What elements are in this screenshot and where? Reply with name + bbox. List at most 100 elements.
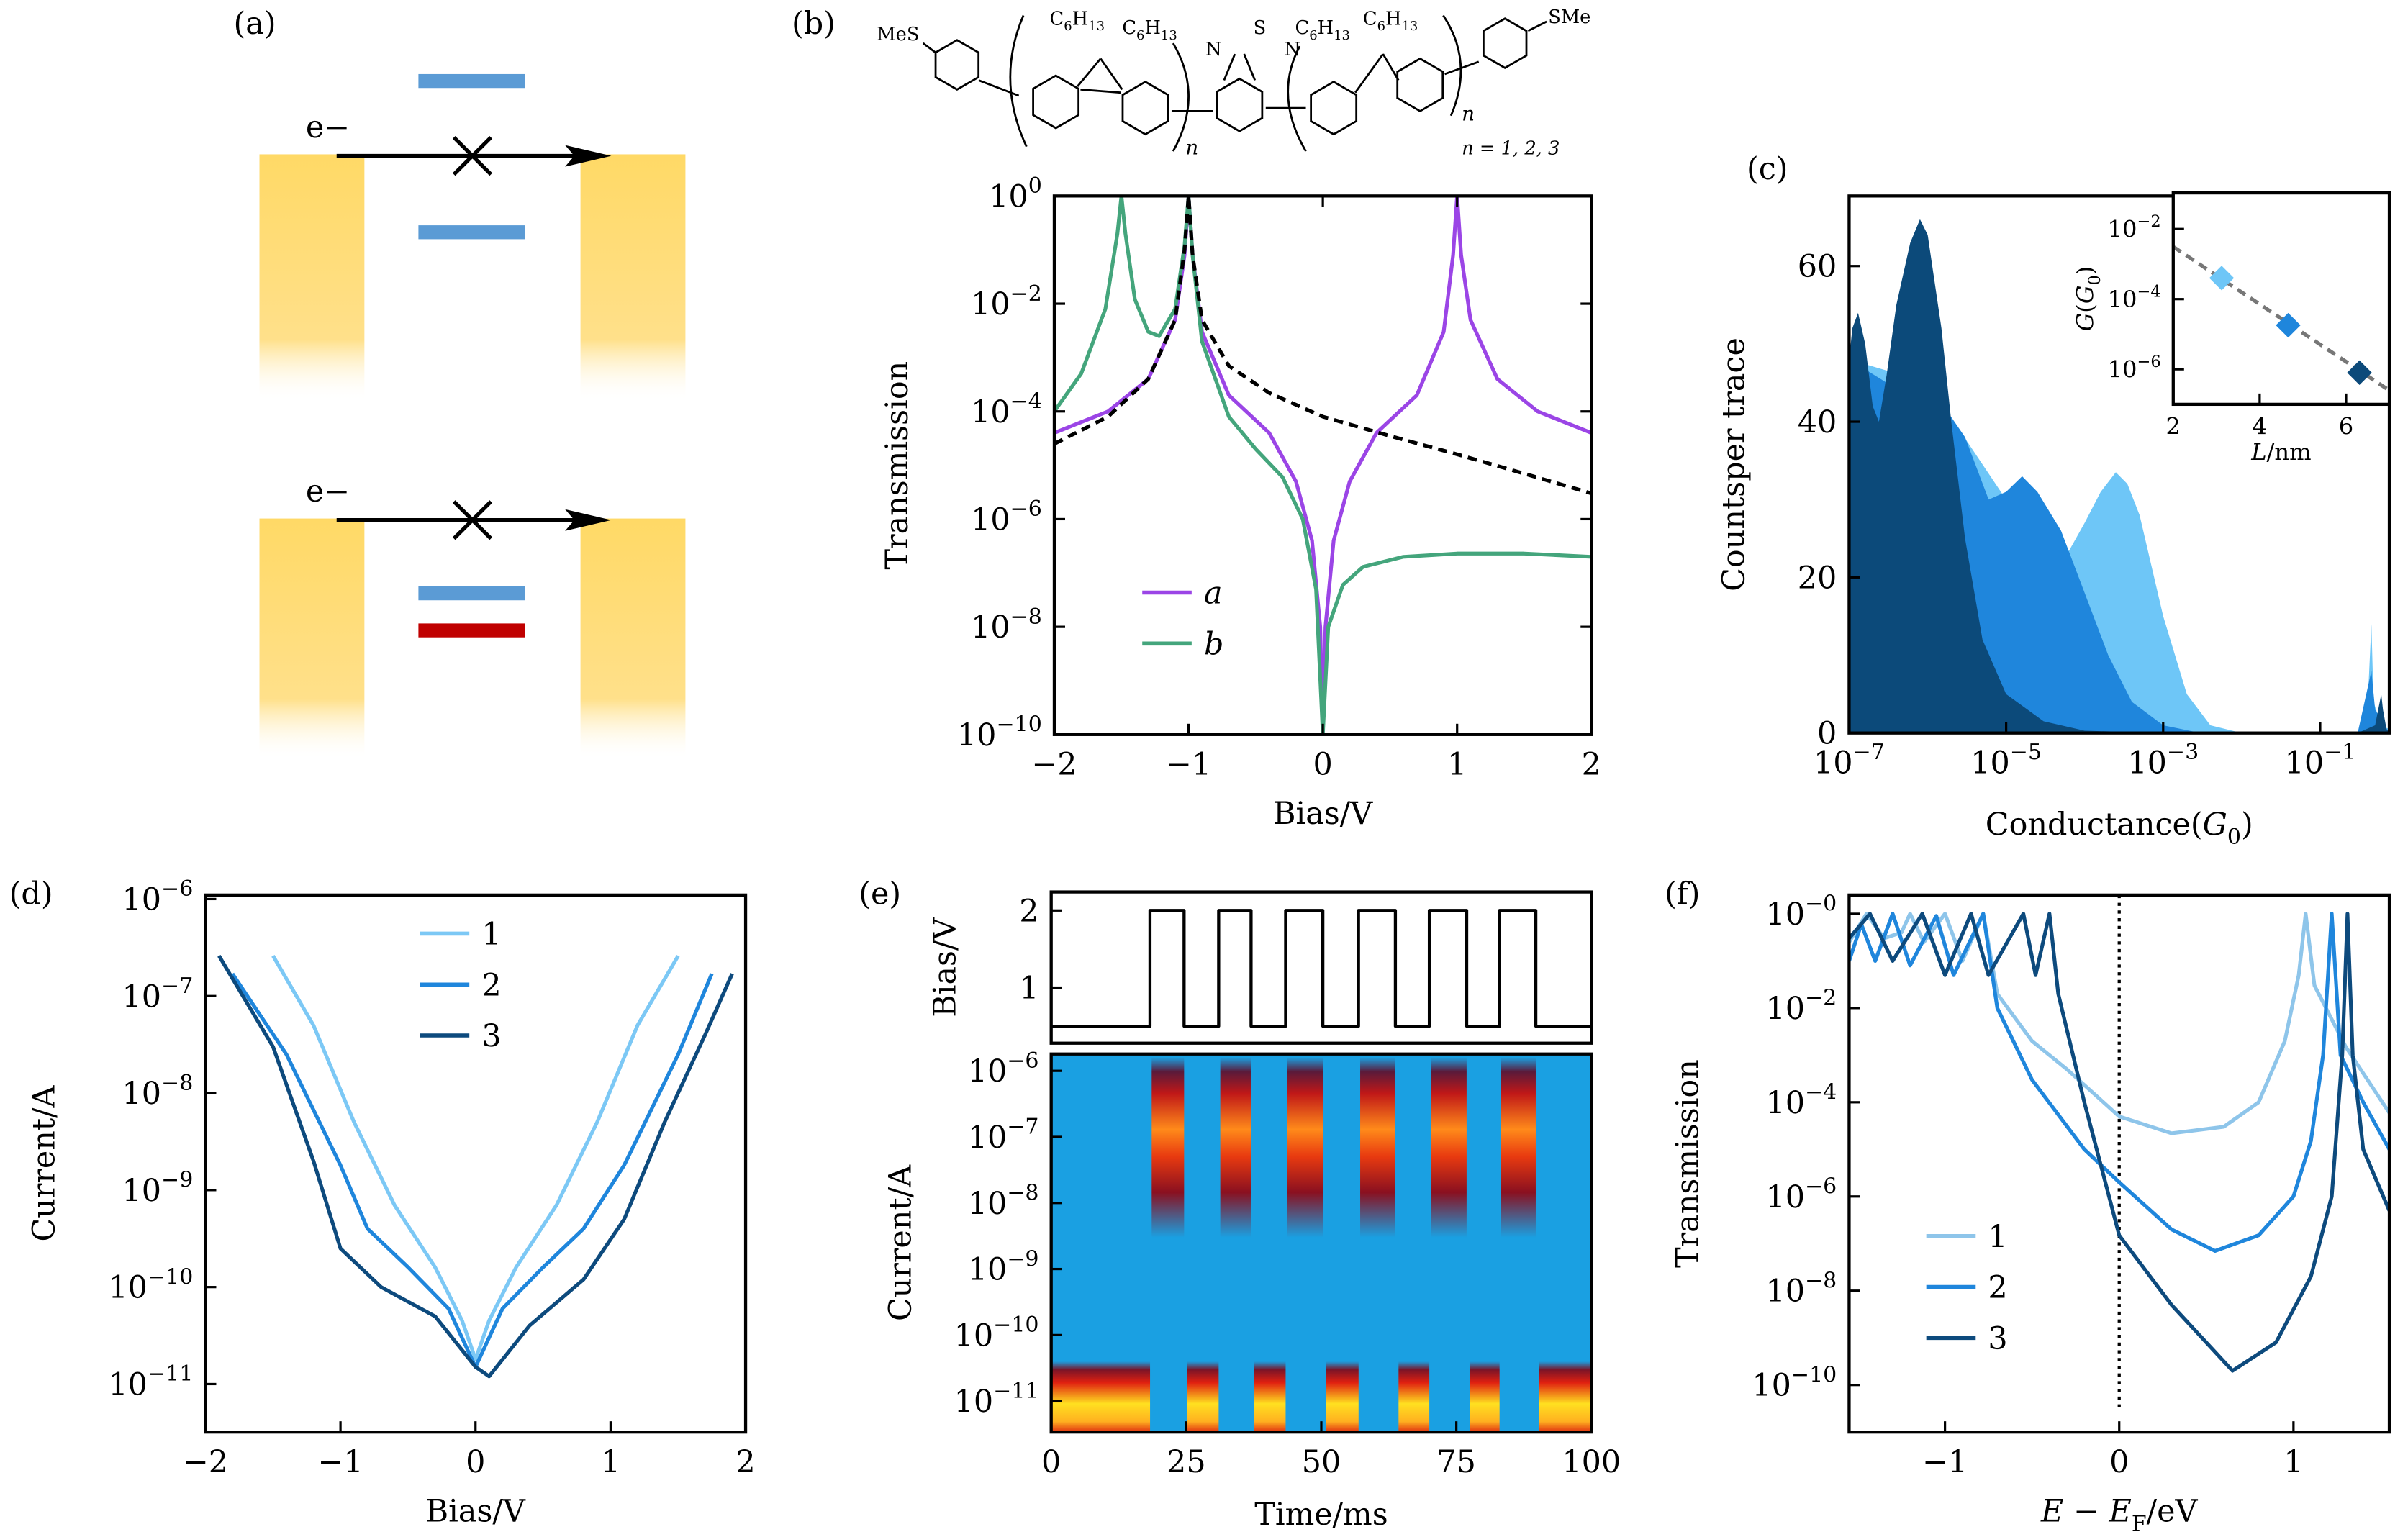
- energy-level-blue: [418, 73, 525, 89]
- y-tick-label: 10−4: [1765, 1080, 1837, 1121]
- heatmap-off-state-band: [1051, 1361, 1151, 1433]
- data-point-diamond: [2347, 360, 2372, 386]
- panel-label: (c): [1747, 151, 1788, 187]
- chart-c-inset-data: [2173, 245, 2390, 392]
- alkyl-chain-label: C6H13: [1122, 17, 1177, 43]
- chart-e-bias-frame: 1 2 Bias/V: [928, 890, 1593, 1045]
- energy-level-blue: [418, 225, 525, 240]
- electrode-right: [580, 518, 686, 760]
- bond: [922, 42, 936, 54]
- legend-label: a: [1204, 576, 1223, 612]
- x-tick-label: 10−3: [2127, 740, 2199, 781]
- legend-label: 2: [481, 967, 501, 1003]
- axes-frame: [1049, 890, 1593, 1045]
- y-tick-label: 10−8: [968, 1180, 1039, 1221]
- y-axis-label: Current/A: [883, 1164, 919, 1321]
- y-tick-label: 10−6: [2108, 353, 2161, 383]
- y-tick-label: 10−7: [968, 1115, 1039, 1156]
- y-tick-label: 10−10: [957, 712, 1042, 753]
- bond: [1077, 58, 1102, 87]
- y-tick-label: 10−2: [1765, 986, 1837, 1027]
- histogram-area: [1849, 219, 2390, 733]
- chart-e-current: 0 25 50 75 100 10−6 10−7 10−8 10−9 10−10 10−11 Time…: [883, 1048, 1621, 1533]
- blocked-cross-icon: [452, 500, 493, 540]
- chart-c-frame: 10−7 10−5 10−3 10−10204060Conductance(G0)Co…: [1716, 194, 2391, 850]
- y-tick-label: 10−6: [122, 876, 193, 917]
- fluorene-ring: [1396, 57, 1444, 113]
- bracket-left: [1287, 45, 1307, 152]
- x-axis-label: L/nm: [2250, 438, 2311, 466]
- chart-f: −1 0 1 10−0 10−2 10−4 10−6 10−8 10−10 E − EF/eV Tr…: [1670, 892, 2391, 1537]
- energy-level-red: [418, 623, 525, 638]
- bracket-right: [1172, 42, 1190, 152]
- y-tick-label: 0: [1817, 716, 1837, 752]
- x-tick-label: 75: [1436, 1444, 1476, 1480]
- bond: [1080, 88, 1121, 94]
- series-line: [230, 972, 714, 1369]
- y-tick-label: 10−8: [122, 1071, 193, 1112]
- chart-c-data: [1849, 219, 2390, 733]
- chart-d: −2 −1 0 1 2 10−6 10−7 10−8 10−9 10−10 10−11 Bias/V C…: [26, 876, 755, 1529]
- chart-b-frame: −2 −1 0 1 2 100 10−2 10−4 10−6 10−8 10−10 Bias/V Tra…: [879, 173, 1601, 832]
- y-tick-label: 10−8: [971, 604, 1042, 645]
- panel-label: (d): [9, 876, 53, 912]
- x-tick-label: 6: [2339, 413, 2353, 440]
- alkyl-chain-label: C6H13: [1295, 17, 1350, 43]
- panel-label: (b): [792, 6, 836, 42]
- x-axis-label: E − EF/eV: [2040, 1494, 2198, 1537]
- bond: [1527, 20, 1547, 32]
- fit-line: [2173, 245, 2390, 392]
- chart-f-frame: −1 0 1 10−0 10−2 10−4 10−6 10−8 10−10 E − EF/eV Tr…: [1670, 892, 2391, 1537]
- chart-c-inset: 2 4 6 10−2 10−4 10−6 L/nm G(G0): [2071, 191, 2391, 466]
- bond: [978, 79, 1020, 97]
- x-tick-label: 50: [1302, 1444, 1341, 1480]
- y-tick-label: 10−10: [1752, 1362, 1837, 1403]
- fluorene-ring: [1121, 81, 1169, 136]
- series-line: [1849, 912, 2390, 1135]
- x-tick-label: 0: [466, 1444, 485, 1480]
- y-tick-label: 10−2: [2108, 212, 2161, 242]
- x-tick-label: 0: [1313, 747, 1332, 783]
- bond: [1382, 53, 1400, 81]
- sulfur-label: S: [1254, 17, 1267, 39]
- x-tick-label: 1: [601, 1444, 620, 1480]
- y-tick-label: 2: [1019, 893, 1038, 929]
- panel-label: (a): [234, 6, 276, 42]
- series-line: [217, 955, 734, 1379]
- y-tick-label: 10−9: [122, 1168, 193, 1209]
- x-tick-label: 25: [1167, 1444, 1206, 1480]
- bond: [1354, 53, 1384, 94]
- end-group-right: SMe: [1548, 6, 1590, 28]
- arrow-head-icon: [565, 509, 612, 531]
- y-tick-label: 10−8: [1765, 1268, 1837, 1309]
- bracket-right: [1442, 14, 1462, 117]
- x-tick-label: −2: [1031, 747, 1077, 783]
- x-tick-label: −1: [1166, 747, 1211, 783]
- x-tick-label: 10−5: [1970, 740, 2042, 781]
- x-tick-label: 2: [735, 1444, 755, 1480]
- arrow-head-icon: [565, 145, 612, 167]
- x-tick-label: −1: [1922, 1444, 1968, 1480]
- legend-label: 3: [1988, 1320, 2007, 1356]
- y-tick-label: 20: [1798, 560, 1837, 596]
- y-tick-label: 60: [1798, 249, 1837, 285]
- benzothiadiazole-ring: [1216, 77, 1264, 132]
- alkyl-chain-label: C6H13: [1363, 8, 1418, 34]
- x-tick-label: −2: [183, 1444, 228, 1480]
- fluorene-ring: [1310, 81, 1358, 136]
- y-tick-label: 10−2: [971, 281, 1042, 322]
- y-tick-label: 10−7: [122, 974, 193, 1015]
- chart-c-inset-frame: 2 4 6 10−2 10−4 10−6 L/nm G(G0): [2071, 191, 2391, 466]
- heatmap-on-state-band: [1151, 1057, 1185, 1238]
- chart-e-bias: 1 2 Bias/V: [928, 890, 1593, 1045]
- series-line: [271, 955, 680, 1361]
- y-axis-label: Current/A: [26, 1084, 62, 1241]
- alkyl-chain-label: C6H13: [1050, 8, 1105, 34]
- x-axis-label: Time/ms: [1254, 1497, 1388, 1533]
- nitrogen-label: N: [1205, 39, 1222, 60]
- heatmap-on-state-band: [1287, 1057, 1323, 1238]
- molecule-structure: [922, 14, 1547, 152]
- bond: [1243, 53, 1257, 81]
- y-tick-label: 100: [989, 173, 1042, 214]
